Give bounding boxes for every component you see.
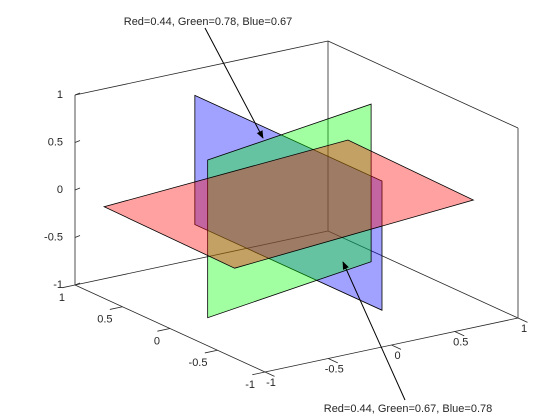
- x-tick: [391, 344, 402, 350]
- annotation: Red=0.44, Green=0.78, Blue=0.67: [124, 16, 293, 28]
- y-tick-label: 1: [59, 292, 65, 304]
- x-tick-label: 0.5: [453, 336, 468, 348]
- z-tick: [74, 140, 81, 143]
- box-edge: [327, 230, 519, 319]
- planes: [102, 94, 475, 319]
- z-tick-label: 1: [57, 89, 63, 101]
- z-tick: [74, 92, 81, 96]
- y-tick-label: -0.5: [189, 357, 208, 369]
- z-tick: [74, 282, 81, 286]
- annotation-arrow: [342, 261, 406, 401]
- x-tick: [264, 371, 275, 377]
- box-edge: [74, 40, 329, 96]
- z-tick-label: 0: [57, 184, 63, 196]
- y-tick: [109, 306, 123, 310]
- annotation: Red=0.44, Green=0.67, Blue=0.78: [324, 403, 493, 415]
- y-tick-label: -1: [245, 379, 255, 391]
- annotation-arrow: [204, 27, 264, 139]
- x-tick: [454, 331, 465, 337]
- plane: [194, 94, 383, 311]
- y-tick-label: 0: [154, 335, 160, 347]
- y-tick-label: 0.5: [97, 314, 112, 326]
- y-tick: [157, 328, 171, 332]
- x-tick-label: -0.5: [325, 363, 344, 375]
- y-tick: [62, 284, 76, 289]
- plane: [102, 139, 475, 269]
- x-tick-label: 0: [394, 350, 400, 362]
- x-tick-label: 1: [521, 323, 527, 335]
- y-tick: [204, 349, 218, 354]
- x-tick-label: -1: [266, 377, 276, 389]
- z-tick: [74, 187, 81, 191]
- box-edge: [74, 230, 329, 286]
- z-tick-label: -1: [53, 279, 63, 291]
- box-edge: [327, 40, 519, 129]
- y-tick: [252, 371, 266, 376]
- x-tick: [328, 358, 338, 364]
- z-tick: [74, 235, 81, 238]
- z-tick-label: -0.5: [44, 231, 63, 243]
- z-tick-label: 0.5: [48, 136, 63, 148]
- ticks: -1-0.500.51-1-0.500.51-1-0.500.51: [44, 89, 528, 391]
- x-tick: [517, 317, 528, 323]
